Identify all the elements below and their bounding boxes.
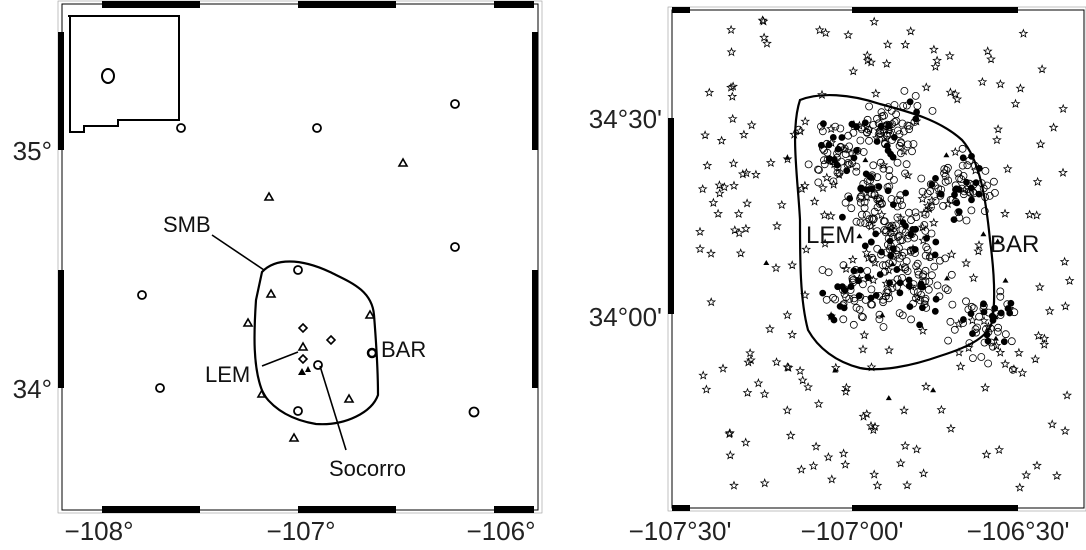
lem-label-right: LEM — [806, 222, 855, 249]
right-y-tick-1: 34°30' — [589, 104, 662, 134]
left-x-tick-1: −108° — [65, 516, 134, 546]
bar-label-left: BAR — [381, 337, 426, 362]
right-x-tick-3: −106°30' — [967, 516, 1070, 546]
left-y-tick-1: 35° — [13, 136, 52, 166]
left-diamond-stations — [297, 322, 337, 365]
right-map-frame-bars — [668, 7, 1018, 511]
socorro-label: Socorro — [329, 456, 406, 481]
bar-station-left — [366, 347, 378, 359]
left-x-tick-3: −106° — [467, 516, 536, 546]
right-x-tick-2: −107°00' — [801, 516, 904, 546]
lem-leader — [261, 351, 299, 367]
left-filled-triangles — [298, 366, 311, 375]
left-map-outer-frame — [57, 0, 543, 514]
right-map: LEM BAR −107°30' −107°00' −106°30' 34°30… — [589, 6, 1086, 546]
lem-label-left: LEM — [205, 362, 250, 387]
new-mexico-inset — [68, 15, 180, 133]
bar-label-right: BAR — [990, 231, 1039, 258]
socorro-leader — [319, 365, 347, 451]
left-circle-stations — [137, 99, 480, 418]
left-map-frame — [61, 3, 539, 511]
smb-leader — [211, 234, 265, 271]
left-map: SMB LEM BAR Socorro −108° −107° −106° 35… — [13, 0, 543, 546]
left-x-tick-2: −107° — [267, 516, 336, 546]
left-triangle-stations — [242, 157, 409, 442]
left-network-outline — [253, 260, 380, 426]
right-network-outline — [794, 93, 996, 371]
smb-label: SMB — [163, 212, 211, 237]
right-event-points — [695, 15, 1075, 492]
right-x-tick-1: −107°30' — [629, 516, 732, 546]
right-y-tick-2: 34°00' — [589, 302, 662, 332]
left-y-tick-2: 34° — [13, 374, 52, 404]
left-map-frame-bars — [58, 1, 538, 513]
